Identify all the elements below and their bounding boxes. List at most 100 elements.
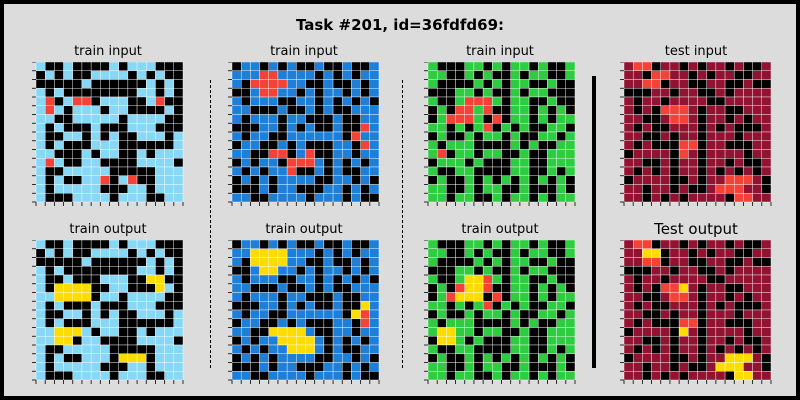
grid-cell xyxy=(360,158,371,168)
grid-cell xyxy=(565,175,576,185)
grid-cell xyxy=(678,336,689,346)
grid-cell xyxy=(305,362,315,372)
grid-cell xyxy=(547,309,557,319)
grid-cell xyxy=(173,62,184,71)
grid-cell xyxy=(642,79,652,89)
grid-cell xyxy=(688,193,698,203)
grid-cell xyxy=(734,140,744,150)
grid-cell xyxy=(127,131,138,141)
grid-cell xyxy=(501,140,511,150)
grid-cell xyxy=(369,96,380,106)
grid-cell xyxy=(146,70,156,80)
grid-cell xyxy=(482,105,493,115)
grid-cell xyxy=(446,88,456,98)
grid-cell xyxy=(268,327,279,337)
grid-cell xyxy=(81,240,92,249)
grid-cell xyxy=(632,257,643,267)
grid-cell xyxy=(63,248,73,258)
grid-cell xyxy=(632,248,643,258)
grid-cell xyxy=(323,166,334,176)
grid-cell xyxy=(492,344,502,354)
grid-cell xyxy=(305,327,315,337)
grid-cell xyxy=(250,274,260,284)
grid-cell xyxy=(118,105,129,115)
grid-cell xyxy=(72,240,83,249)
grid-cell xyxy=(547,193,557,203)
grid-cell xyxy=(743,184,753,194)
grid-cell xyxy=(510,301,521,311)
grid-cell xyxy=(697,266,707,276)
grid-cell xyxy=(455,105,465,115)
grid-cell xyxy=(250,318,260,328)
grid-cell xyxy=(305,336,315,346)
grid-cell xyxy=(642,166,652,176)
grid-cell xyxy=(231,257,242,267)
grid-cell xyxy=(164,184,175,194)
grid-cell xyxy=(538,344,548,354)
grid-cell xyxy=(360,266,371,276)
grid-cell xyxy=(473,257,484,267)
grid-cell xyxy=(519,309,530,319)
grid-cell xyxy=(268,96,279,106)
grid-cell xyxy=(268,105,279,115)
grid-cell xyxy=(109,79,119,89)
grid-cell xyxy=(528,318,539,328)
grid-cell xyxy=(136,266,147,276)
grid-cell xyxy=(259,88,269,98)
grid-cell xyxy=(446,344,456,354)
grid-cell xyxy=(706,257,717,267)
grid-cell xyxy=(118,309,129,319)
grid-cell xyxy=(473,114,484,124)
grid-cell xyxy=(250,88,260,98)
grid-cell xyxy=(669,184,680,194)
grid-cell xyxy=(342,105,352,115)
grid-cell xyxy=(342,149,352,159)
grid-cell xyxy=(482,166,493,176)
grid-cell xyxy=(90,193,101,203)
grid-cell xyxy=(173,193,184,203)
grid-cell xyxy=(464,371,475,381)
grid-cell xyxy=(90,158,101,168)
grid-cell xyxy=(436,248,447,258)
grid-cell xyxy=(240,158,251,168)
grid-cell xyxy=(240,327,251,337)
grid-cell xyxy=(706,79,717,89)
grid-cell xyxy=(510,166,521,176)
grid-cell xyxy=(155,105,165,115)
grid-cell xyxy=(342,123,352,133)
grid-cell xyxy=(81,301,92,311)
grid-cell xyxy=(351,88,361,98)
grid-cell xyxy=(669,336,680,346)
grid-cell xyxy=(427,62,438,71)
grid-cell xyxy=(519,131,530,141)
grid-cell xyxy=(173,336,184,346)
grid-cell xyxy=(268,240,279,249)
grid-cell xyxy=(323,70,334,80)
grid-cell xyxy=(436,79,447,89)
grid-cell xyxy=(473,62,484,71)
grid-cell xyxy=(528,123,539,133)
grid-cell xyxy=(501,274,511,284)
grid-cell xyxy=(669,248,680,258)
grid-cell xyxy=(482,114,493,124)
grid-cell xyxy=(501,371,511,381)
grid-cell xyxy=(164,344,175,354)
grid-cell xyxy=(277,149,288,159)
grid-cell xyxy=(173,240,184,249)
grid-cell xyxy=(63,62,73,71)
grid-cell xyxy=(35,140,46,150)
grid-cell xyxy=(538,240,548,249)
grid-cell xyxy=(118,336,129,346)
grid-cell xyxy=(752,149,763,159)
grid-cell xyxy=(146,274,156,284)
grid-cell xyxy=(446,96,456,106)
grid-cell xyxy=(455,336,465,346)
grid-cell xyxy=(127,114,138,124)
grid-cell xyxy=(734,371,744,381)
grid-cell xyxy=(510,79,521,89)
grid-cell xyxy=(556,166,567,176)
grid-cell xyxy=(752,79,763,89)
grid-cell xyxy=(268,336,279,346)
grid-cell xyxy=(90,266,101,276)
grid-cell xyxy=(556,301,567,311)
